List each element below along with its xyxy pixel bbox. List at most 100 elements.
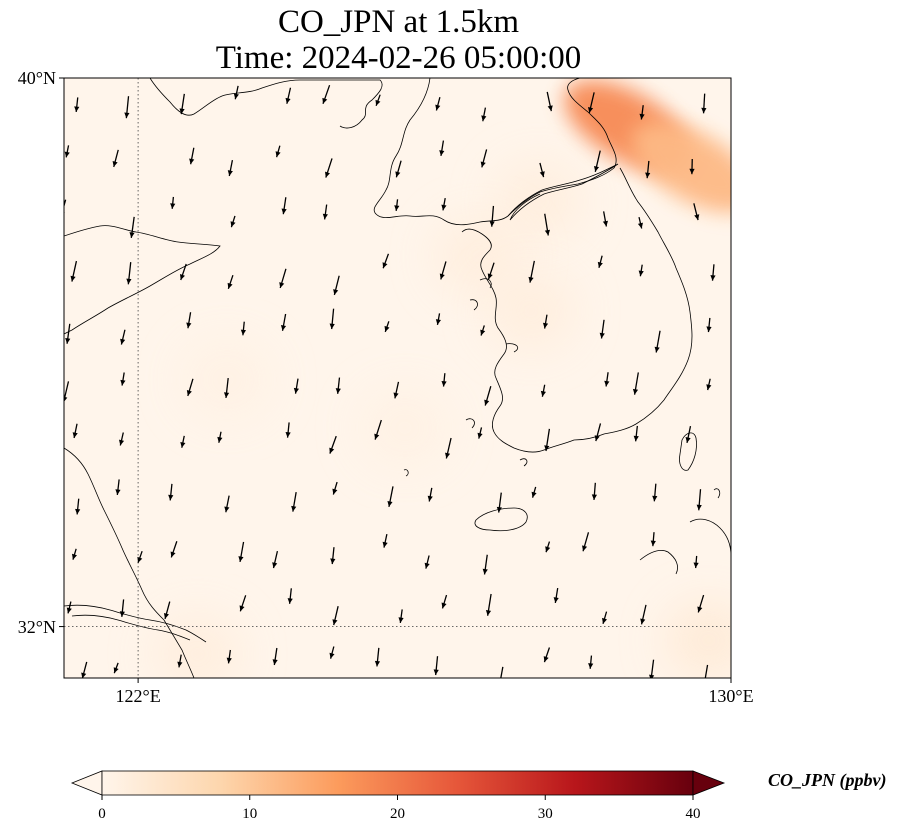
wind-arrow [640,604,647,625]
colorbar-tick-marks [101,795,694,800]
wind-arrow [177,654,183,668]
wind-arrow [485,593,492,616]
wind-arrow [393,381,400,399]
map-title-line1: CO_JPN at 1.5km [277,4,520,40]
wind-arrow [74,97,80,113]
wind-arrow [435,313,441,325]
wind-arrow [531,486,537,498]
wind-arrow [602,211,608,227]
wind-arrow [333,275,340,296]
wind-arrow [332,606,339,626]
wind-arrow [654,330,661,353]
wind-arrow [693,555,699,569]
wind-arrow [685,426,692,443]
wind-arrow [227,159,234,177]
wind-arrow [382,534,388,548]
colorbar [70,770,726,800]
wind-arrow [582,532,590,552]
colorbar-tick-label: 40 [685,806,701,822]
coastline-shandong [64,225,221,335]
wind-arrow [137,550,143,564]
coastline-korea-border [507,163,619,221]
wind-arrow [238,541,245,563]
wind-arrow [394,199,400,211]
concentration-plume [152,614,243,678]
wind-arrow [484,385,492,406]
wind-arrow [374,647,381,667]
concentration-plume [663,600,731,678]
wind-arrow [439,261,447,280]
wind-arrow [528,260,535,283]
wind-arrow [375,94,381,107]
wind-arrow [163,601,171,620]
wind-arrow [275,145,281,158]
lat-tick-label: 32°N [17,616,56,637]
wind-arrow [553,587,559,604]
wind-arrow [189,147,195,165]
wind-arrow [223,377,230,399]
wind-arrow [332,481,338,495]
wind-arrow [335,377,341,394]
wind-arrow [226,649,232,664]
wind-arrow [382,253,390,269]
colorbar-extend-left [70,770,103,796]
wind-arrow [118,432,125,446]
wind-arrow [124,96,130,119]
gridlines [64,78,731,678]
wind-arrow [435,97,441,111]
wind-arrow [180,435,186,448]
coastline-china-east [64,447,195,678]
wind-arrow [72,423,78,439]
wind-arrow [233,85,239,100]
wind-arrow [330,547,336,565]
wind-arrow [126,262,132,285]
concentration-plume [630,121,731,213]
wind-arrow [696,489,702,511]
wind-arrow [322,204,328,220]
wind-arrow [482,554,488,575]
wind-arrow [489,205,495,227]
wind-arrow [588,655,594,669]
colorbar-tick-label: 10 [242,806,258,822]
wind-arrow [239,595,247,612]
coastline-tsushima [679,432,697,471]
wind-arrow [496,492,502,513]
wind-arrow [322,84,331,105]
coastline-korea-east [567,78,617,169]
wind-arrow [293,378,299,394]
wind-arrow [398,609,404,624]
wind-arrow [588,92,595,114]
coastlines [64,78,731,678]
concentration-plume [493,161,584,242]
wind-arrow [224,495,230,513]
wind-arrow [539,162,545,178]
wind-arrow [120,372,126,386]
wind-arrow [113,662,119,674]
wind-arrow [168,483,174,501]
wind-arrow [272,647,278,666]
wind-arrow [689,159,695,175]
wind-arrow [480,325,486,336]
lon-tick-label: 130°E [708,686,754,706]
wind-arrow [633,425,639,442]
wind-arrow [706,378,712,391]
wind-arrow [129,216,135,238]
wind-arrow [329,308,335,330]
coastline-jeju [474,507,528,532]
wind-arrow [115,479,121,495]
wind-arrow [75,498,81,515]
wind-arrow [424,555,430,569]
wind-arrow [285,422,291,438]
wind-arrow [638,264,644,277]
wind-arrow [543,647,551,663]
wind-arrow [540,384,546,397]
wind-arrow [639,105,645,120]
map-background [64,78,731,678]
wind-arrow [649,659,655,678]
map-frame [63,77,732,679]
wind-arrow [66,601,72,614]
colorbar-gradient [101,770,694,796]
wind-arrow [120,329,126,345]
wind-arrow [544,213,550,236]
wind-arrow [180,263,187,281]
